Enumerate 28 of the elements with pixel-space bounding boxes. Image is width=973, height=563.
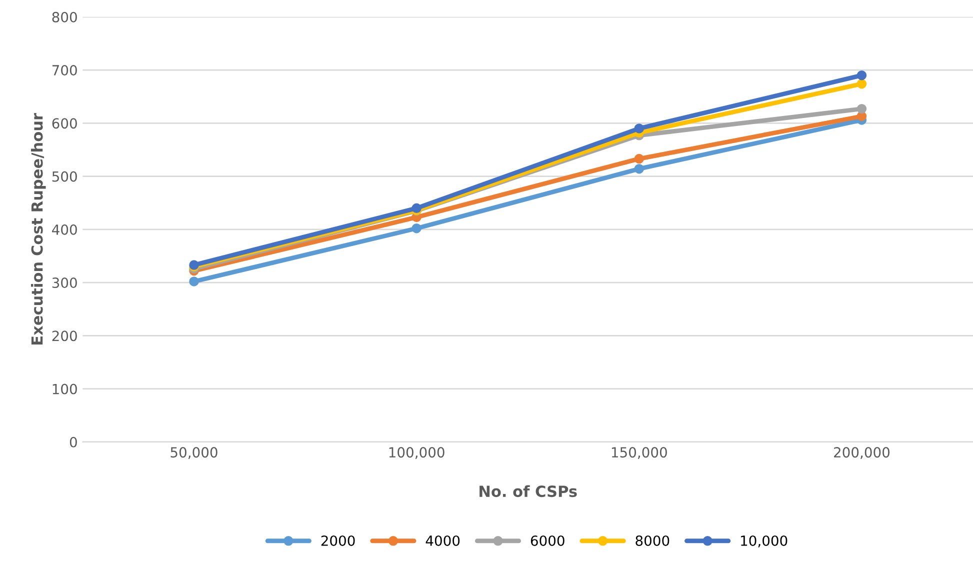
y-tick-label: 0	[70, 436, 77, 448]
point	[856, 78, 867, 89]
legend-label: 10,000	[741, 535, 788, 548]
y-tick-label: 400	[52, 224, 77, 235]
point	[856, 104, 867, 114]
legend-label: 6000	[530, 535, 564, 546]
x-tick-label: 200,000	[834, 447, 890, 459]
legend-label: 4000	[426, 535, 460, 546]
y-tick-label: 700	[52, 64, 77, 76]
x-tick-label: 100,000	[389, 447, 444, 459]
point	[189, 276, 199, 286]
y-tick-label: 100	[52, 384, 77, 394]
x-axis-title: No. of CSPs	[480, 485, 577, 498]
point	[634, 124, 644, 134]
point	[412, 224, 422, 234]
legend-label: 8000	[636, 535, 670, 546]
y-tick-label: 500	[52, 171, 77, 182]
y-axis-title: Execution Cost Rupee/hour	[30, 113, 46, 344]
x-tick-label: 150,000	[612, 447, 667, 459]
y-tick-label: 600	[52, 118, 77, 129]
point	[856, 70, 867, 80]
point	[634, 154, 644, 164]
point	[634, 164, 644, 174]
y-tick-label: 800	[52, 12, 77, 22]
y-tick-label: 200	[52, 330, 77, 342]
y-tick-label: 300	[52, 278, 77, 288]
x-tick-label: 50,000	[170, 447, 218, 459]
legend-label: 2000	[321, 535, 355, 546]
